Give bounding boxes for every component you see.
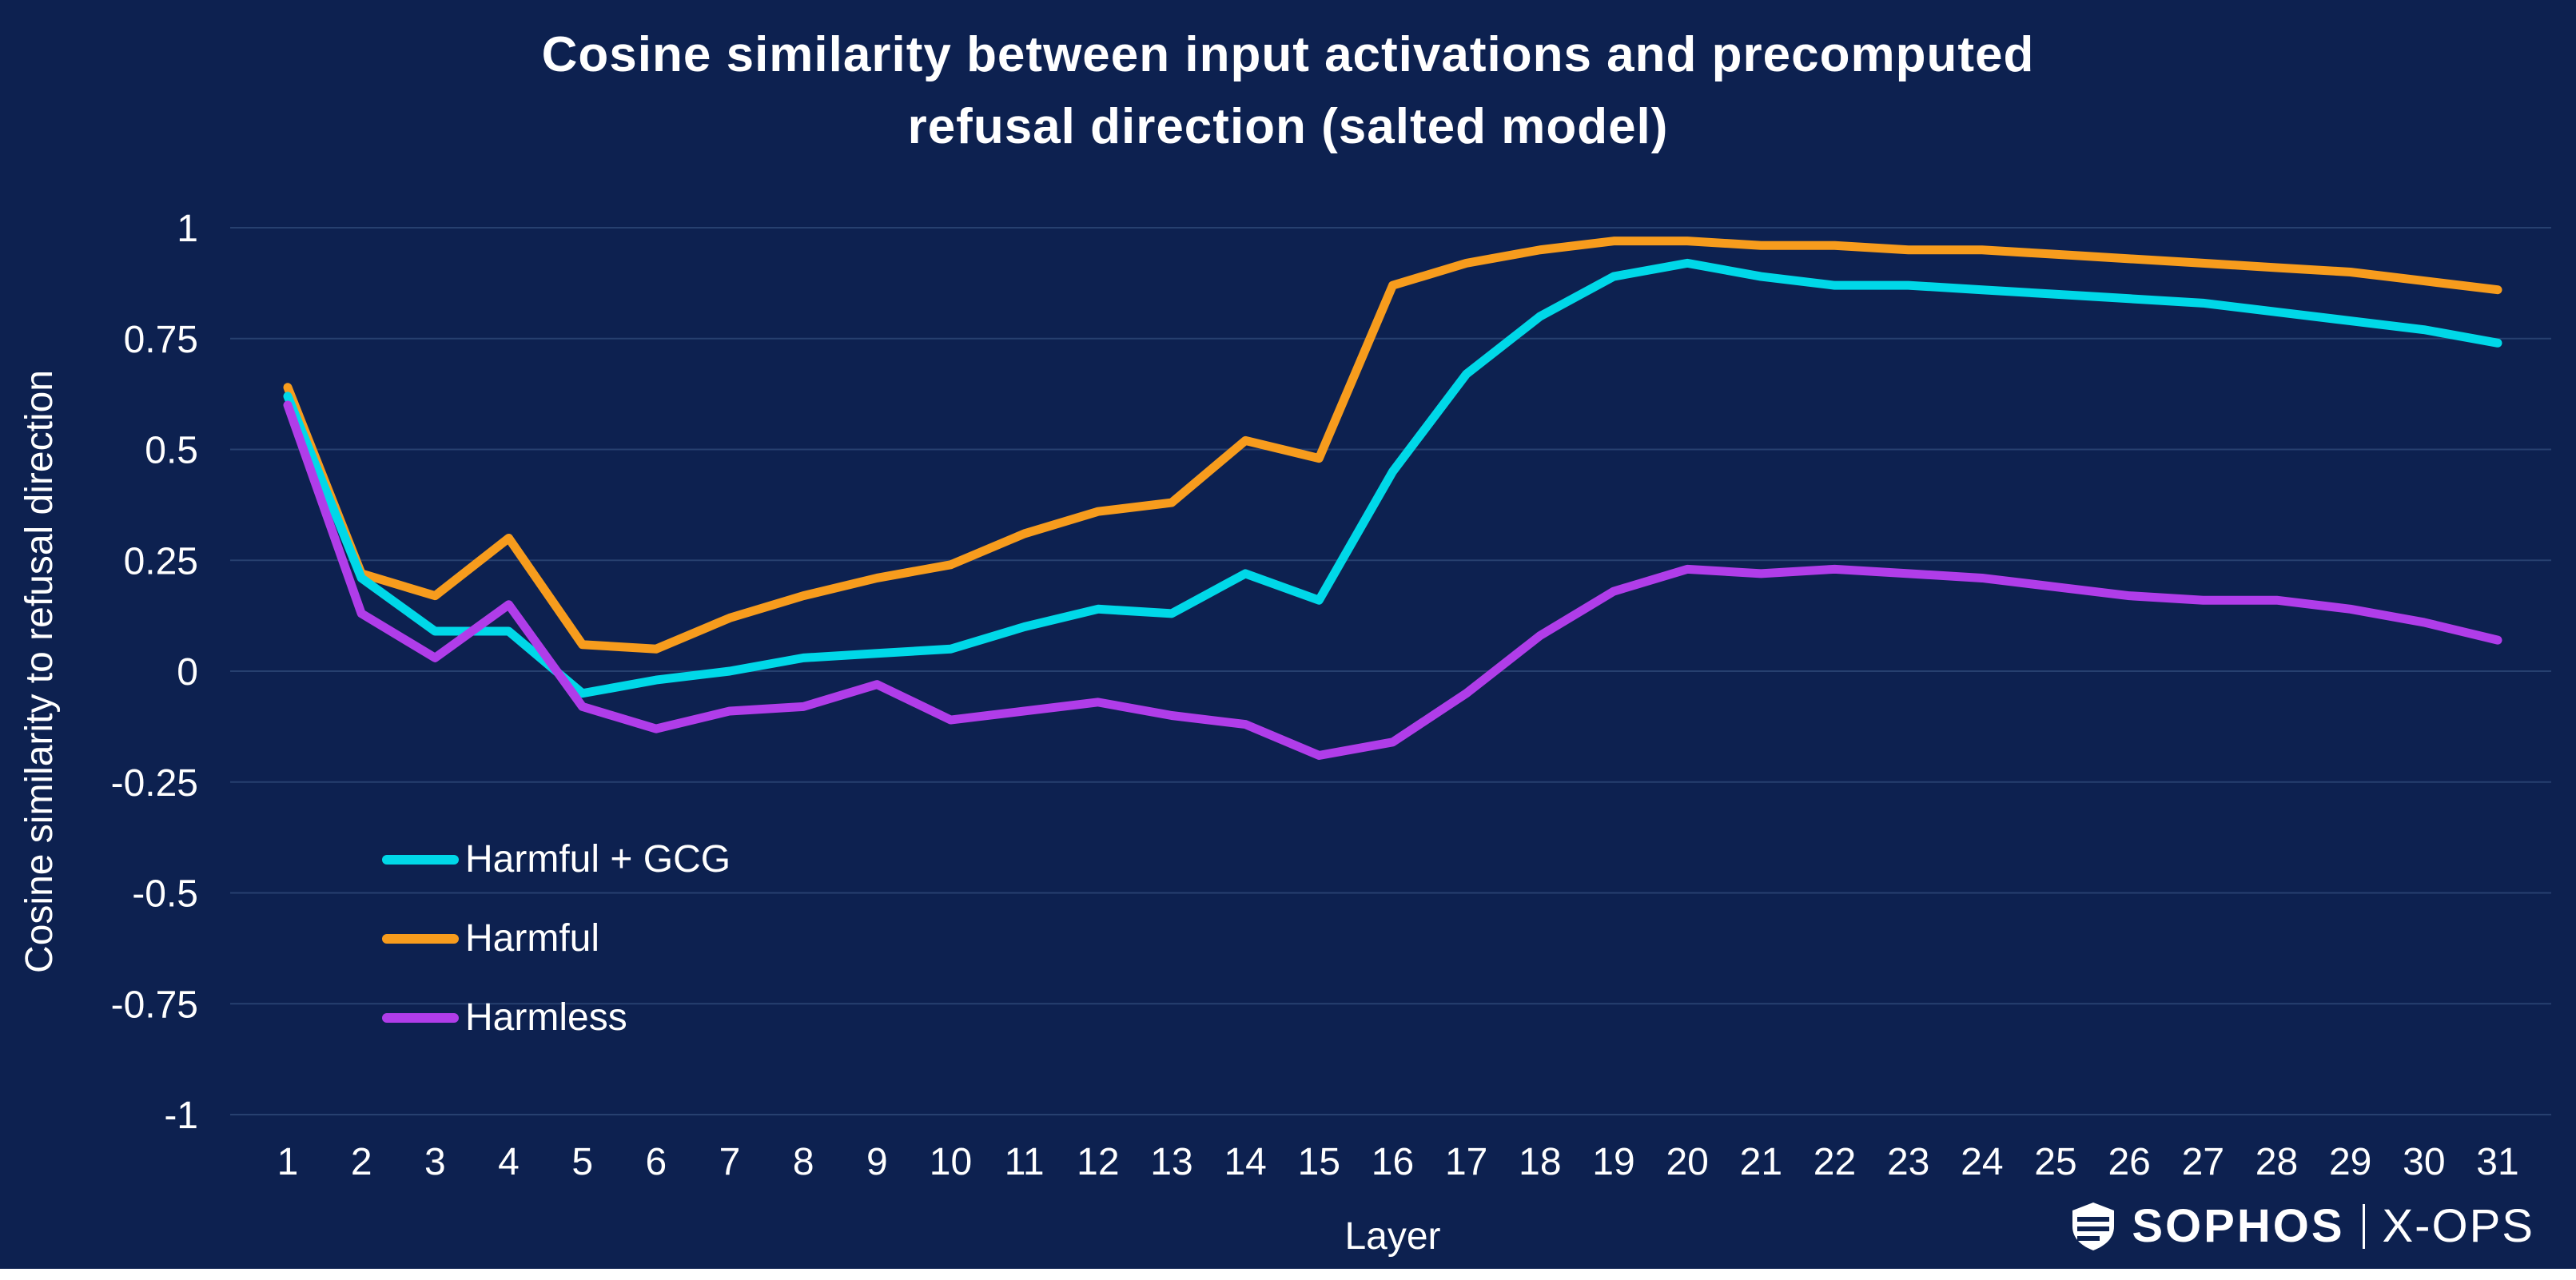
x-tick-label: 13 xyxy=(1150,1141,1192,1183)
x-tick-label: 4 xyxy=(498,1141,520,1183)
y-tick-label: -0.5 xyxy=(132,873,198,916)
series-line-harmful xyxy=(283,237,2502,654)
x-tick-label: 30 xyxy=(2403,1141,2445,1183)
x-tick-label: 12 xyxy=(1077,1141,1119,1183)
x-tick-label: 22 xyxy=(1814,1141,1856,1183)
y-tick-label: -0.75 xyxy=(111,984,198,1026)
legend-label-harmful: Harmful xyxy=(465,917,600,960)
x-tick-label: 3 xyxy=(424,1141,446,1183)
chart-title: Cosine similarity between input activati… xyxy=(0,19,2576,163)
y-tick-label: 0.75 xyxy=(124,319,198,361)
legend-label-harmful-gcg: Harmful + GCG xyxy=(465,838,731,880)
x-tick-label: 25 xyxy=(2034,1141,2076,1183)
legend-swatch-harmful xyxy=(382,933,459,944)
x-axis-label: Layer xyxy=(1344,1215,1441,1258)
xops-wordmark: X-OPS xyxy=(2382,1200,2534,1252)
x-tick-label: 14 xyxy=(1224,1141,1266,1183)
y-tick-label: -0.25 xyxy=(111,762,198,805)
legend-label-harmless: Harmless xyxy=(465,996,627,1039)
x-tick-label: 10 xyxy=(930,1141,972,1183)
y-tick-label: -1 xyxy=(164,1095,198,1137)
x-tick-label: 11 xyxy=(1005,1141,1045,1183)
series-line-harmful_gcg xyxy=(283,258,2502,698)
x-tick-label: 21 xyxy=(1740,1141,1782,1183)
chart-legend: Harmful + GCG Harmful Harmless xyxy=(382,837,731,1040)
legend-swatch-harmful-gcg xyxy=(382,854,459,865)
x-tick-label: 26 xyxy=(2108,1141,2150,1183)
legend-item-harmful: Harmful xyxy=(382,916,731,960)
y-tick-label: 0.25 xyxy=(124,540,198,582)
x-tick-label: 28 xyxy=(2255,1141,2298,1183)
x-tick-label: 24 xyxy=(1961,1141,2003,1183)
y-tick-label: 0 xyxy=(177,651,198,694)
x-tick-label: 20 xyxy=(1666,1141,1708,1183)
x-tick-label: 16 xyxy=(1372,1141,1414,1183)
x-tick-label: 2 xyxy=(351,1141,372,1183)
brand-divider xyxy=(2362,1203,2365,1249)
series-line-harmless xyxy=(283,400,2502,760)
x-tick-label: 9 xyxy=(866,1141,888,1183)
x-tick-label: 1 xyxy=(277,1141,299,1183)
legend-item-harmless: Harmless xyxy=(382,996,731,1040)
x-tick-label: 18 xyxy=(1519,1141,1561,1183)
sophos-shield-icon xyxy=(2072,1202,2115,1250)
sophos-wordmark: SOPHOS xyxy=(2132,1200,2345,1252)
x-tick-label: 27 xyxy=(2182,1141,2224,1183)
legend-swatch-harmless xyxy=(382,1012,459,1023)
x-tick-label: 5 xyxy=(571,1141,593,1183)
chart-title-line1: Cosine similarity between input activati… xyxy=(541,27,2035,82)
legend-item-harmful-gcg: Harmful + GCG xyxy=(382,837,731,881)
bottom-white-strip xyxy=(0,1269,2576,1280)
y-tick-label: 0.5 xyxy=(145,430,198,472)
chart-title-line2: refusal direction (salted model) xyxy=(907,98,1669,154)
x-tick-label: 19 xyxy=(1592,1141,1634,1183)
x-tick-label: 15 xyxy=(1298,1141,1340,1183)
x-tick-label: 31 xyxy=(2476,1141,2518,1183)
sophos-xops-logo: SOPHOS X-OPS xyxy=(2072,1199,2534,1253)
x-tick-label: 7 xyxy=(719,1141,741,1183)
x-tick-label: 23 xyxy=(1887,1141,1929,1183)
y-tick-label: 1 xyxy=(177,208,198,250)
x-tick-label: 6 xyxy=(645,1141,667,1183)
x-tick-label: 29 xyxy=(2329,1141,2371,1183)
x-tick-label: 8 xyxy=(793,1141,814,1183)
x-tick-label: 17 xyxy=(1445,1141,1487,1183)
